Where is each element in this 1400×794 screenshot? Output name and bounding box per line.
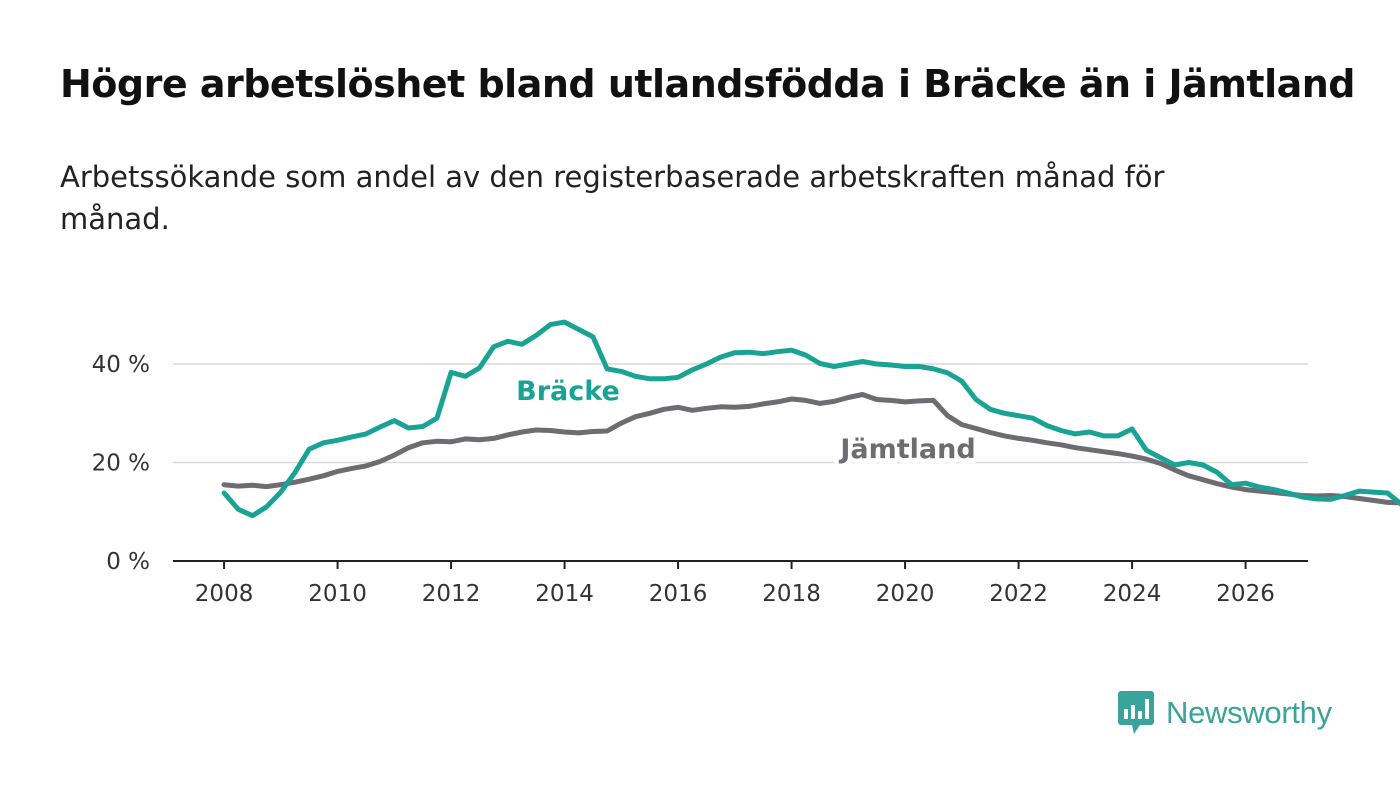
chart-title: Högre arbetslöshet bland utlandsfödda i …: [60, 62, 1356, 106]
x-tick-label: 2020: [876, 581, 935, 607]
grid-lines: [173, 363, 1308, 464]
chart-subtitle: Arbetssökande som andel av den registerb…: [60, 160, 1165, 236]
series-line-bräcke: [221, 319, 1400, 519]
newsworthy-logo: Newsworthy: [1118, 690, 1332, 736]
x-tick-label: 2026: [1216, 581, 1275, 607]
y-tick-label: 40 %: [92, 352, 150, 378]
bar-chart-speech-icon: [1118, 691, 1154, 734]
x-axis: 2008 2010 2012 2014 2016 2018 2020 2022 2024 2026: [173, 560, 1308, 607]
series-labels: Jämtland Bräcke: [511, 371, 981, 470]
x-tick-label: 2014: [535, 581, 594, 607]
series-line-jämtland: [221, 392, 1400, 506]
y-axis-ticks: 0 % 20 % 40 %: [92, 352, 150, 575]
x-tick-label: 2008: [195, 581, 254, 607]
y-tick-label: 20 %: [92, 451, 150, 477]
brand-name: Newsworthy: [1166, 695, 1332, 730]
x-tick-label: 2010: [308, 581, 367, 607]
series-lines: [221, 319, 1400, 519]
y-tick-label: 0 %: [106, 549, 150, 575]
x-tick-label: 2022: [989, 581, 1048, 607]
x-tick-label: 2024: [1103, 581, 1162, 607]
series-label-bräcke: Bräcke: [516, 376, 620, 407]
x-tick-label: 2018: [762, 581, 821, 607]
x-tick-label: 2012: [422, 581, 481, 607]
line-chart: 0 % 20 % 40 % 2008 2010 2012 2014 2016 2018 2020…: [92, 319, 1400, 607]
x-tick-label: 2016: [649, 581, 708, 607]
series-label-jämtland: Jämtland: [838, 434, 975, 465]
